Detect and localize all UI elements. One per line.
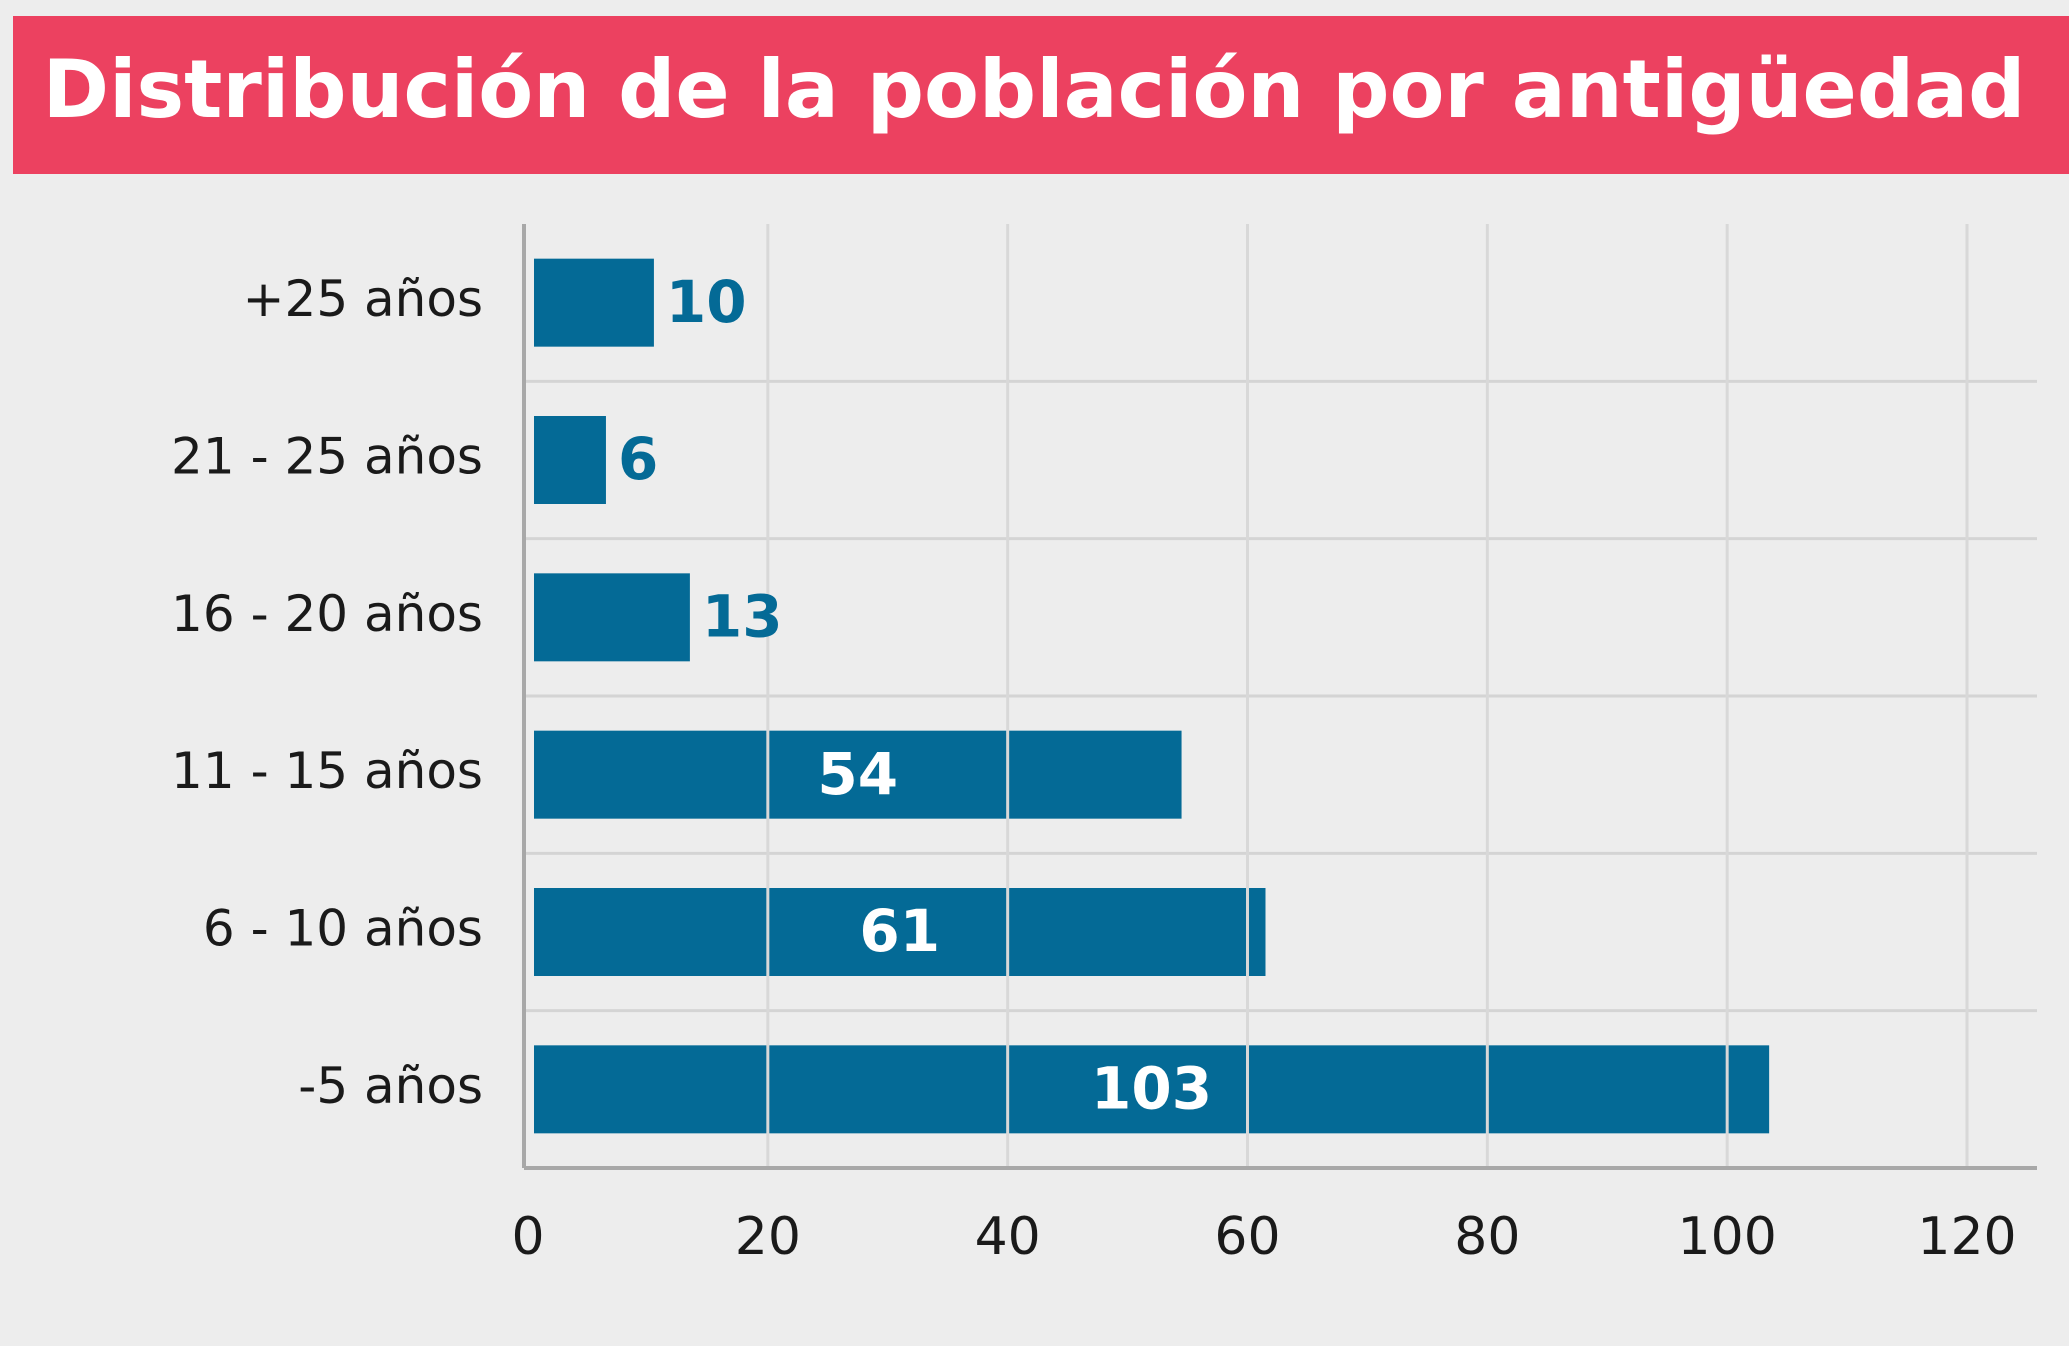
value-label: 103: [1091, 1054, 1212, 1122]
y-tick-label: 6 - 10 años: [203, 900, 483, 958]
x-tick-label: 40: [975, 1207, 1041, 1267]
x-tick-label: 120: [1917, 1207, 2016, 1267]
x-tick-label: 60: [1214, 1207, 1280, 1267]
y-tick-label: 11 - 15 años: [171, 742, 483, 800]
value-label: 61: [859, 897, 940, 965]
bar: [534, 730, 1182, 819]
value-label: 6: [618, 425, 658, 493]
y-tick-label: 16 - 20 años: [171, 585, 483, 643]
value-label: 10: [666, 268, 747, 336]
x-tick-label: 100: [1678, 1207, 1777, 1267]
value-label: 13: [702, 582, 783, 650]
bar: [534, 416, 606, 504]
x-tick-label: 0: [511, 1207, 544, 1267]
bar: [534, 258, 654, 347]
chart-title: Distribución de la población por antigüe…: [43, 43, 2026, 136]
bar: [534, 888, 1266, 976]
x-tick-label: 80: [1454, 1207, 1520, 1267]
x-tick-label: 20: [735, 1207, 801, 1267]
bar: [534, 1045, 1770, 1134]
y-tick-label: -5 años: [298, 1057, 483, 1115]
bar: [534, 573, 690, 662]
value-label: 54: [817, 740, 898, 808]
y-tick-label: 21 - 25 años: [171, 428, 483, 486]
header-band: [13, 16, 2069, 174]
y-tick-label: +25 años: [243, 270, 483, 328]
